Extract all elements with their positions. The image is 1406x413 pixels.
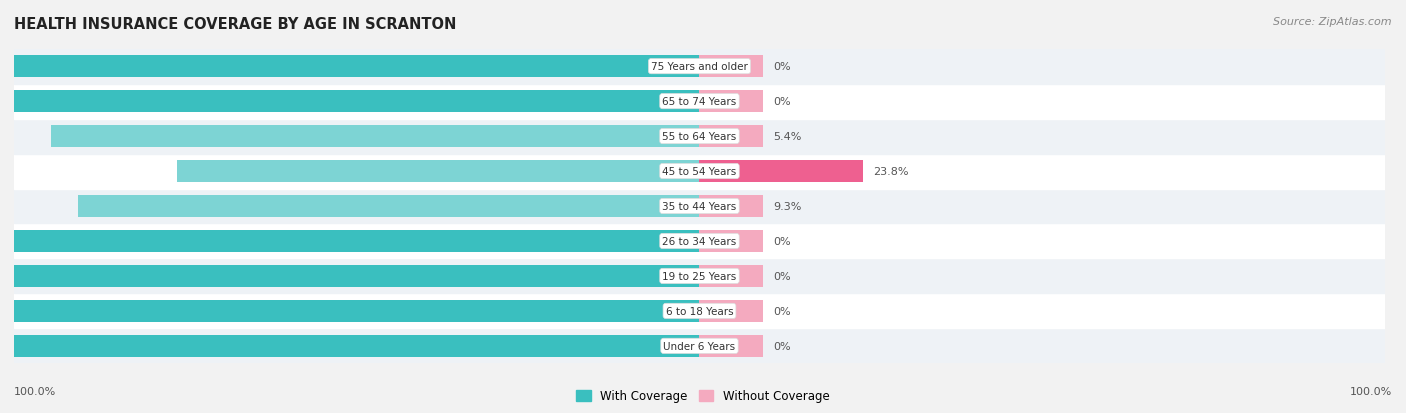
Text: 0%: 0% xyxy=(773,341,792,351)
Text: 0%: 0% xyxy=(773,271,792,281)
Bar xyxy=(14,189,700,224)
Text: 100.0%: 100.0% xyxy=(686,271,731,281)
Bar xyxy=(177,161,700,183)
Text: 0%: 0% xyxy=(773,62,792,72)
Bar xyxy=(700,161,863,183)
Bar xyxy=(14,84,700,119)
Bar xyxy=(14,300,700,322)
Text: 65 to 74 Years: 65 to 74 Years xyxy=(662,97,737,107)
Text: 100.0%: 100.0% xyxy=(686,97,731,107)
Bar xyxy=(700,189,1385,224)
Text: 76.2%: 76.2% xyxy=(686,166,724,177)
Bar xyxy=(700,329,1385,363)
Bar xyxy=(700,335,763,357)
Bar xyxy=(14,259,700,294)
Bar xyxy=(700,91,763,113)
Bar xyxy=(700,266,763,287)
Text: 5.4%: 5.4% xyxy=(773,132,801,142)
Bar xyxy=(14,224,700,259)
Text: 26 to 34 Years: 26 to 34 Years xyxy=(662,236,737,247)
Bar xyxy=(700,300,763,322)
Text: 94.6%: 94.6% xyxy=(686,132,724,142)
Text: HEALTH INSURANCE COVERAGE BY AGE IN SCRANTON: HEALTH INSURANCE COVERAGE BY AGE IN SCRA… xyxy=(14,17,457,31)
Bar xyxy=(700,196,763,217)
Bar xyxy=(700,56,763,78)
Text: 0%: 0% xyxy=(773,306,792,316)
Text: 6 to 18 Years: 6 to 18 Years xyxy=(665,306,734,316)
Text: Under 6 Years: Under 6 Years xyxy=(664,341,735,351)
Text: 90.7%: 90.7% xyxy=(686,202,724,211)
Bar xyxy=(700,224,1385,259)
Text: 0%: 0% xyxy=(773,97,792,107)
Bar xyxy=(14,50,700,84)
Text: 100.0%: 100.0% xyxy=(686,306,731,316)
Text: 19 to 25 Years: 19 to 25 Years xyxy=(662,271,737,281)
Bar xyxy=(14,335,700,357)
Bar xyxy=(700,259,1385,294)
Bar xyxy=(77,196,700,217)
Text: 75 Years and older: 75 Years and older xyxy=(651,62,748,72)
Bar xyxy=(14,119,700,154)
Bar xyxy=(700,294,1385,329)
Bar xyxy=(700,154,1385,189)
Bar xyxy=(700,126,763,147)
Bar xyxy=(700,50,1385,84)
Bar xyxy=(700,84,1385,119)
Text: 100.0%: 100.0% xyxy=(686,341,731,351)
Bar xyxy=(14,56,700,78)
Bar xyxy=(14,154,700,189)
Text: 0%: 0% xyxy=(773,236,792,247)
Bar xyxy=(700,230,763,252)
Bar xyxy=(14,329,700,363)
Bar xyxy=(14,266,700,287)
Text: 9.3%: 9.3% xyxy=(773,202,801,211)
Legend: With Coverage, Without Coverage: With Coverage, Without Coverage xyxy=(572,385,834,407)
Bar xyxy=(14,91,700,113)
Text: 45 to 54 Years: 45 to 54 Years xyxy=(662,166,737,177)
Bar xyxy=(14,294,700,329)
Bar xyxy=(14,230,700,252)
Text: 100.0%: 100.0% xyxy=(14,387,56,396)
Bar xyxy=(51,126,700,147)
Text: 100.0%: 100.0% xyxy=(686,62,731,72)
Text: Source: ZipAtlas.com: Source: ZipAtlas.com xyxy=(1274,17,1392,26)
Text: 23.8%: 23.8% xyxy=(873,166,908,177)
Text: 55 to 64 Years: 55 to 64 Years xyxy=(662,132,737,142)
Text: 100.0%: 100.0% xyxy=(686,236,731,247)
Text: 100.0%: 100.0% xyxy=(1350,387,1392,396)
Bar xyxy=(700,119,1385,154)
Text: 35 to 44 Years: 35 to 44 Years xyxy=(662,202,737,211)
